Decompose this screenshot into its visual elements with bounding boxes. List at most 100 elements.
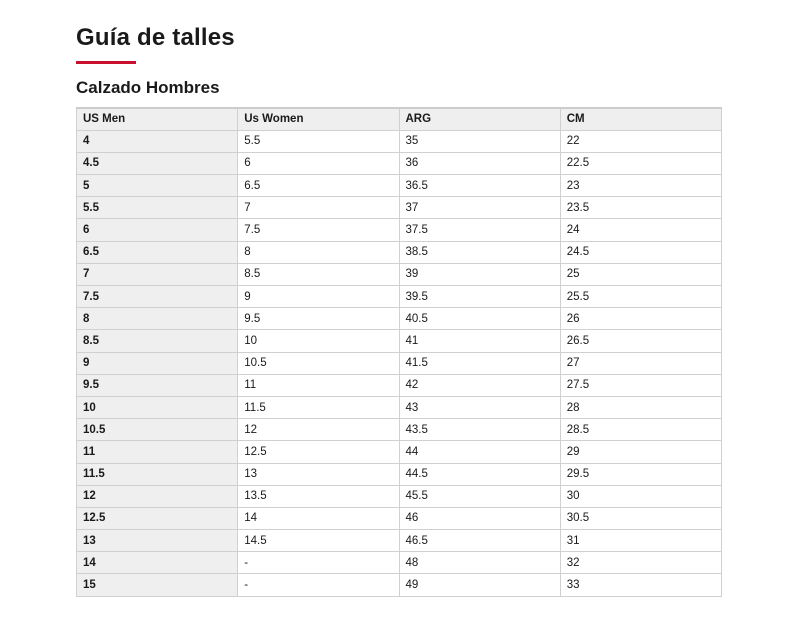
table-cell: 11.5 [75, 462, 239, 486]
table-row: 14-48 32 [75, 551, 723, 575]
column-header: ARG [398, 107, 561, 131]
table-cell: 13 [237, 462, 400, 486]
table-cell: 24.5 [559, 240, 723, 264]
table-row: 4 5.5 35 22 [75, 129, 723, 153]
table-row: 10 11.5 43 28 [75, 395, 723, 420]
table-cell: 44.5 [398, 462, 561, 486]
table-cell: 26 [559, 307, 723, 331]
table-row: 6.5 8 38.5 24.5 [75, 240, 723, 264]
table-cell: 36.5 [398, 174, 561, 198]
table-cell: 11.5 [237, 395, 400, 420]
table-cell: 46.5 [398, 529, 561, 553]
table-row: 5.5 7 37 23.5 [75, 196, 723, 220]
table-row: 10.5 12 43.5 28.5 [75, 418, 723, 442]
table-cell: 45.5 [398, 484, 561, 508]
table-cell: 30 [559, 484, 723, 508]
table-cell: - [237, 551, 400, 575]
table-cell: 30.5 [559, 506, 723, 531]
table-cell: 13.5 [237, 484, 400, 508]
table-cell: 4 [75, 129, 239, 153]
table-header-row: US Men Us Women ARG CM [75, 107, 723, 131]
table-cell: 28.5 [559, 418, 723, 442]
table-cell: 39 [398, 262, 561, 287]
table-cell: 27 [559, 351, 723, 375]
table-cell: 12 [237, 418, 400, 442]
column-header: US Men [75, 107, 239, 131]
table-row: 12 13.5 45.5 30 [75, 484, 723, 508]
table-cell: 37.5 [398, 218, 561, 242]
table-cell: 35 [398, 129, 561, 153]
table-cell: 5.5 [237, 129, 400, 153]
table-cell: 41 [398, 329, 561, 353]
table-cell: 5 [75, 174, 239, 198]
table-cell: 10.5 [237, 351, 400, 375]
table-cell: 7 [237, 196, 400, 220]
table-cell: 5.5 [75, 196, 239, 220]
table-cell: 10.5 [75, 418, 239, 442]
table-row: 15-49 33 [75, 573, 723, 597]
table-cell: 9 [75, 351, 239, 375]
table-cell: 13 [75, 529, 239, 553]
table-cell: 37 [398, 196, 561, 220]
table-cell: 28 [559, 395, 723, 420]
table-cell: 14 [237, 506, 400, 531]
table-cell: 24 [559, 218, 723, 242]
table-cell: 43.5 [398, 418, 561, 442]
table-row: 11 12.5 44 29 [75, 440, 723, 464]
table-cell: 8.5 [75, 329, 239, 353]
table-row: 8.5 10 41 26.5 [75, 329, 723, 353]
section-title: Calzado Hombres [76, 78, 220, 97]
table-cell: 25.5 [559, 284, 723, 309]
table-cell: 14 [75, 551, 239, 575]
table-cell: 31 [559, 529, 723, 553]
table-cell: 43 [398, 395, 561, 420]
table-cell: 23 [559, 174, 723, 198]
column-header: Us Women [237, 107, 400, 131]
page-title: Guía de talles [76, 24, 235, 51]
table-cell: 8 [75, 307, 239, 331]
table-cell: 32 [559, 551, 723, 575]
table-cell: 4.5 [75, 151, 239, 176]
table-cell: 41.5 [398, 351, 561, 375]
table-cell: 22 [559, 129, 723, 153]
table-row: 7.5 9 39.5 25.5 [75, 284, 723, 309]
table-cell: 9 [237, 284, 400, 309]
table-cell: 14.5 [237, 529, 400, 553]
table-cell: 7.5 [75, 284, 239, 309]
table-cell: 6 [75, 218, 239, 242]
table-cell: 29 [559, 440, 723, 464]
table-row: 12.5 14 46 30.5 [75, 506, 723, 531]
table-cell: 49 [398, 573, 561, 597]
table-cell: 10 [75, 395, 239, 420]
table-cell: 39.5 [398, 284, 561, 309]
table-cell: 40.5 [398, 307, 561, 331]
table-row: 9.5 11 42 27.5 [75, 373, 723, 397]
table-cell: 7.5 [237, 218, 400, 242]
table-cell: 23.5 [559, 196, 723, 220]
table-row: 8 9.5 40.5 26 [75, 307, 723, 331]
table-cell: 42 [398, 373, 561, 397]
table-cell: 44 [398, 440, 561, 464]
table-cell: - [237, 573, 400, 597]
table-cell: 48 [398, 551, 561, 575]
table-row: 7 8.5 39 25 [75, 262, 723, 287]
table-cell: 11 [75, 440, 239, 464]
table-cell: 8.5 [237, 262, 400, 287]
table-cell: 36 [398, 151, 561, 176]
table-cell: 27.5 [559, 373, 723, 397]
table-cell: 38.5 [398, 240, 561, 264]
table-cell: 26.5 [559, 329, 723, 353]
table-row: 4.5 6 36 22.5 [75, 151, 723, 176]
title-underline [76, 61, 136, 64]
table-cell: 12.5 [75, 506, 239, 531]
table-cell: 33 [559, 573, 723, 597]
table-row: 6 7.5 37.5 24 [75, 218, 723, 242]
table-cell: 6.5 [237, 174, 400, 198]
table-cell: 6 [237, 151, 400, 176]
table-row: 9 10.5 41.5 27 [75, 351, 723, 375]
table-cell: 7 [75, 262, 239, 287]
table-cell: 15 [75, 573, 239, 597]
table-row: 5 6.5 36.5 23 [75, 174, 723, 198]
column-header: CM [559, 107, 723, 131]
size-table: US Men Us Women ARG CM 4 5.5 35 22 4.5 6 36 22.5 5 6… [75, 107, 723, 597]
